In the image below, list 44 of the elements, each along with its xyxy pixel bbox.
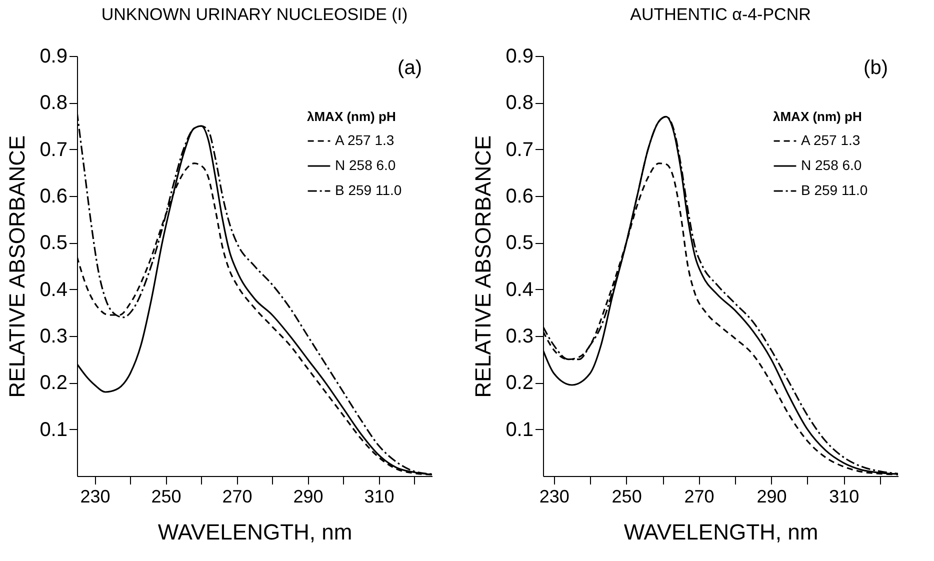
y-tick-label: 0.2 xyxy=(40,372,68,394)
legend-label: N 258 6.0 xyxy=(801,157,862,173)
y-tick-label: 0.1 xyxy=(506,418,534,441)
legend-title: λMAX (nm) pH xyxy=(773,109,862,124)
y-tick-label: 0.5 xyxy=(40,232,68,254)
y-tick-label: 0.9 xyxy=(506,46,534,68)
legend-label: N 258 6.0 xyxy=(335,157,396,173)
y-tick-label: 0.1 xyxy=(40,418,68,441)
y-tick-label: 0.3 xyxy=(506,326,534,348)
annotation: (a) xyxy=(398,57,422,79)
legend-label: A 257 1.3 xyxy=(801,132,860,148)
x-tick-label: 290 xyxy=(293,486,324,506)
x-axis-title: WAVELENGTH, nm xyxy=(158,520,352,544)
legend-title: λMAX (nm) pH xyxy=(307,109,396,124)
y-tick-label: 0.7 xyxy=(40,138,68,161)
x-tick-label: 310 xyxy=(364,486,394,506)
y-tick-label: 0.4 xyxy=(40,278,68,301)
x-axis-title: WAVELENGTH, nm xyxy=(624,520,818,544)
x-tick-label: 250 xyxy=(612,486,642,506)
y-axis-title: RELATIVE ABSORBANCE xyxy=(4,135,30,398)
x-tick-label: 230 xyxy=(539,486,570,506)
x-tick-label: 290 xyxy=(756,486,787,506)
chart-title: UNKNOWN URINARY NUCLEOSIDE (I) xyxy=(101,5,408,24)
x-tick-label: 270 xyxy=(222,486,252,506)
chart-title: AUTHENTIC α-4-PCNR xyxy=(630,5,811,24)
y-tick-label: 0.6 xyxy=(40,186,68,208)
y-tick-label: 0.2 xyxy=(506,372,534,394)
y-tick-label: 0.8 xyxy=(40,92,68,114)
y-tick-label: 0.7 xyxy=(506,138,534,161)
y-tick-label: 0.5 xyxy=(506,232,534,254)
y-axis-title: RELATIVE ABSORBANCE xyxy=(470,135,496,398)
y-tick-label: 0.4 xyxy=(506,278,534,301)
y-tick-label: 0.6 xyxy=(506,186,534,208)
legend-label: B 259 11.0 xyxy=(335,182,402,198)
y-tick-label: 0.8 xyxy=(506,92,534,114)
x-tick-label: 310 xyxy=(829,486,860,506)
legend-label: A 257 1.3 xyxy=(335,132,394,148)
y-tick-label: 0.3 xyxy=(40,326,68,348)
x-tick-label: 270 xyxy=(684,486,714,506)
x-tick-label: 250 xyxy=(151,486,182,506)
legend-label: B 259 11.0 xyxy=(801,182,868,198)
y-tick-label: 0.9 xyxy=(40,46,68,68)
x-tick-label: 230 xyxy=(80,486,110,506)
annotation: (b) xyxy=(864,57,888,79)
